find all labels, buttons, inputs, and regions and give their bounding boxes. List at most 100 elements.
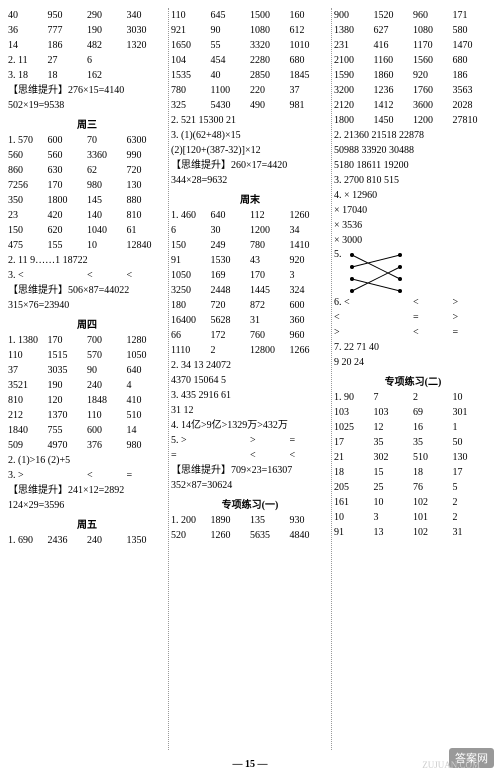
text-line: 【思维提升】709×23=16307 — [171, 464, 329, 478]
data-row: 11015155701050 — [8, 349, 166, 363]
data-row: 1031012 — [334, 511, 492, 525]
text-line: 9 20 24 — [334, 356, 492, 370]
data-row: 1. 4606401121260 — [171, 209, 329, 223]
data-row: 1502497801410 — [171, 239, 329, 253]
text-line: 50988 33920 30488 — [334, 144, 492, 158]
data-row: 10310369301 — [334, 406, 492, 420]
text-line: 7. 22 71 40 — [334, 341, 492, 355]
data-row: 1. 13801707001280 — [8, 334, 166, 348]
data-row: 780110022037 — [171, 84, 329, 98]
text-line: 【思维提升】276×15=4140 — [8, 84, 166, 98]
data-row: ><= — [334, 326, 492, 340]
data-row: 40950290340 — [8, 9, 166, 23]
data-row: 184075560014 — [8, 424, 166, 438]
data-row: 2121370110510 — [8, 409, 166, 423]
data-row: 3200123617603563 — [334, 84, 492, 98]
data-row: 86063062720 — [8, 164, 166, 178]
text-line: × 17040 — [334, 204, 492, 218]
section-header: 专项练习(二) — [334, 373, 492, 388]
data-row: 17353550 — [334, 436, 492, 450]
data-row: 6. <<> — [334, 296, 492, 310]
text-line: 3. (1)(62+48)×15 — [171, 129, 329, 143]
data-row: 3. 1818162 — [8, 69, 166, 83]
data-row: 102512161 — [334, 421, 492, 435]
text-line: 【思维提升】241×12=2892 — [8, 484, 166, 498]
data-row: 66172760960 — [171, 329, 329, 343]
data-row: 4751551012840 — [8, 239, 166, 253]
data-row: 3501800145880 — [8, 194, 166, 208]
data-row: 13806271080580 — [334, 24, 492, 38]
watermark: 答案网 ZUJUAN.COM — [449, 748, 494, 768]
data-row: 23420140810 — [8, 209, 166, 223]
data-row: 16400562831360 — [171, 314, 329, 328]
section-header: 周末 — [171, 191, 329, 206]
section-header: 周五 — [8, 516, 166, 531]
text-line: 315×76=23940 — [8, 299, 166, 313]
data-row: 1. 2001890135930 — [171, 514, 329, 528]
data-row: 1. 570600706300 — [8, 134, 166, 148]
data-row: 15354028501845 — [171, 69, 329, 83]
data-row: 37303590640 — [8, 364, 166, 378]
data-row: 7256170980130 — [8, 179, 166, 193]
section-header: 周四 — [8, 316, 166, 331]
text-line: 502×19=9538 — [8, 99, 166, 113]
text-line: 3. 2700 810 515 — [334, 174, 492, 188]
data-row: 520126056354840 — [171, 529, 329, 543]
data-row: 2. 11276 — [8, 54, 166, 68]
data-row: <=> — [334, 311, 492, 325]
data-row: 1044542280680 — [171, 54, 329, 68]
data-row: 3. ><= — [8, 469, 166, 483]
data-row: 8101201848410 — [8, 394, 166, 408]
data-row: 630120034 — [171, 224, 329, 238]
text-line: 2. 34 13 24072 — [171, 359, 329, 373]
section-header: 专项练习(一) — [171, 496, 329, 511]
data-row: 141864821320 — [8, 39, 166, 53]
section-header: 周三 — [8, 116, 166, 131]
text-line: 31 12 — [171, 404, 329, 418]
data-row: 16505533201010 — [171, 39, 329, 53]
text-line: 2. (1)>16 (2)+5 — [8, 454, 166, 468]
text-line: 3. 435 2916 61 — [171, 389, 329, 403]
text-line: 【思维提升】506×87=44022 — [8, 284, 166, 298]
data-row: 367771903030 — [8, 24, 166, 38]
text-line: 5180 18611 19200 — [334, 159, 492, 173]
column-3: 9001520960171 13806271080580 23141611701… — [332, 8, 494, 750]
text-line: 2. 21360 21518 22878 — [334, 129, 492, 143]
data-row: 18151817 — [334, 466, 492, 480]
data-row: 3. <<< — [8, 269, 166, 283]
data-row: 325024481445324 — [171, 284, 329, 298]
data-row: 91153043920 — [171, 254, 329, 268]
cross-lines-icon — [346, 249, 406, 295]
data-row: =<< — [171, 449, 329, 463]
text-line: 2. 521 15300 21 — [171, 114, 329, 128]
data-row: 10501691703 — [171, 269, 329, 283]
data-row: 1. 69024362401350 — [8, 534, 166, 548]
data-row: 5094970376980 — [8, 439, 166, 453]
data-row: 5. >>= — [171, 434, 329, 448]
text-line: 4. × 12960 — [334, 189, 492, 203]
data-row: 21302510130 — [334, 451, 492, 465]
data-row: 5605603360990 — [8, 149, 166, 163]
column-2: 1106451500160 921901080612 1650553320101… — [169, 8, 332, 750]
data-row: 23141611701470 — [334, 39, 492, 53]
column-1: 40950290340 367771903030 141864821320 2.… — [6, 8, 169, 750]
text-line: 124×29=3596 — [8, 499, 166, 513]
data-row: 15901860920186 — [334, 69, 492, 83]
data-row: 2120141236002028 — [334, 99, 492, 113]
data-row: 1106451500160 — [171, 9, 329, 23]
data-row: 150620104061 — [8, 224, 166, 238]
data-row: 20525765 — [334, 481, 492, 495]
data-row: 9001520960171 — [334, 9, 492, 23]
data-row: 3255430490981 — [171, 99, 329, 113]
text-line: × 3536 — [334, 219, 492, 233]
text-line: 344×28=9632 — [171, 174, 329, 188]
text-line: 4370 15064 5 — [171, 374, 329, 388]
text-line: 4. 14亿>9亿>1329万>432万 — [171, 419, 329, 433]
matching-diagram: 5. — [334, 249, 492, 295]
data-row: 210011601560680 — [334, 54, 492, 68]
data-row: 11102128001266 — [171, 344, 329, 358]
data-row: 1. 907210 — [334, 391, 492, 405]
data-row: 921901080612 — [171, 24, 329, 38]
data-row: 180720872600 — [171, 299, 329, 313]
data-row: 911310231 — [334, 526, 492, 540]
